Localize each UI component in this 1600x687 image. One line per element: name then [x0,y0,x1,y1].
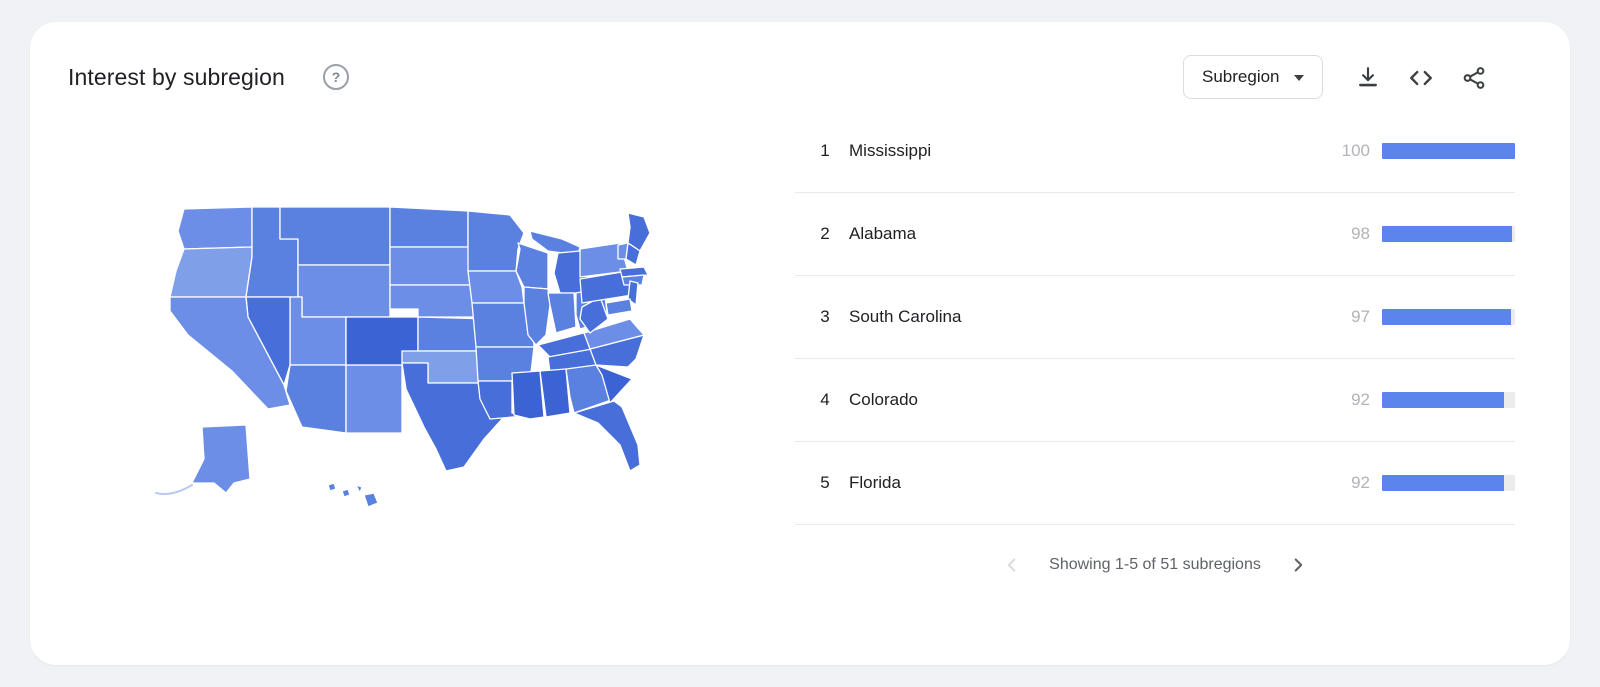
state-NM[interactable] [345,364,403,434]
state-OR[interactable] [169,246,253,298]
chevron-down-icon [1293,75,1304,81]
chevron-right-icon [1294,558,1303,572]
state-AL[interactable] [539,368,571,418]
subregion-dropdown[interactable]: Subregion [1183,55,1323,99]
state-VA[interactable] [583,318,645,350]
state-MD-DE[interactable] [605,298,633,316]
subregion-name: Colorado [849,390,918,409]
subregion-name: Florida [849,473,901,492]
state-IN[interactable] [547,292,577,334]
bar-track [1382,392,1515,408]
rank-label: 1 [820,141,830,160]
state-HI-island[interactable] [363,492,379,508]
subregion-dropdown-label: Subregion [1202,67,1280,86]
rank-label: 5 [820,473,830,492]
rank-label: 2 [820,224,830,243]
state-IL[interactable] [523,286,551,346]
interest-value: 92 [1351,473,1370,492]
state-HI-island[interactable] [341,488,351,498]
interest-value: 100 [1341,141,1370,160]
rank-label: 3 [820,307,830,326]
us-map [150,185,670,515]
state-AK[interactable] [191,424,251,494]
state-HI-island[interactable] [327,482,337,492]
list-item-florida[interactable]: 5 Florida 92 [795,442,1515,525]
subregion-name: Mississippi [849,141,932,160]
state-ND[interactable] [389,206,469,248]
interest-bar [1382,309,1511,325]
state-CA[interactable] [169,296,291,410]
next-page-button[interactable] [1287,554,1309,576]
pagination: Showing 1-5 of 51 subregions [795,540,1515,590]
code-icon [1410,70,1432,86]
rank-label: 4 [820,390,830,409]
state-NE[interactable] [389,284,477,318]
list-item-south-carolina[interactable]: 3 South Carolina 97 [795,276,1515,359]
state-FL[interactable] [573,400,641,472]
state-MS[interactable] [511,370,545,420]
state-AZ[interactable] [285,364,347,434]
interest-value: 97 [1351,307,1370,326]
interest-bar [1382,475,1505,491]
state-MN[interactable] [467,210,525,272]
state-CT-RI[interactable] [621,274,645,286]
list-item-alabama[interactable]: 2 Alabama 98 [795,193,1515,276]
pagination-label: Showing 1-5 of 51 subregions [1049,556,1261,573]
list-item-colorado[interactable]: 4 Colorado 92 [795,359,1515,442]
download-icon [1359,67,1377,87]
embed-button[interactable] [1408,65,1434,91]
interest-by-subregion-card: Interest by subregion ? Subregion [30,22,1570,665]
bar-track [1382,143,1515,159]
interest-bar [1382,392,1505,408]
state-WY[interactable] [297,264,391,318]
interest-value: 98 [1351,224,1370,243]
state-WA[interactable] [177,206,253,250]
interest-value: 92 [1351,390,1370,409]
interest-bar [1382,143,1515,159]
share-icon [1463,67,1485,89]
alaska-hawaii [155,424,379,508]
chevron-left-icon [1007,558,1016,572]
interest-bar [1382,226,1513,242]
share-button[interactable] [1461,65,1487,91]
list-item-mississippi[interactable]: 1 Mississippi 100 [795,110,1515,193]
state-HI-island[interactable] [355,484,363,494]
aleutian-islands [155,484,193,495]
state-NH[interactable] [625,242,641,266]
help-icon[interactable]: ? [323,64,349,90]
prev-page-button[interactable] [1001,554,1023,576]
lower-48-states [169,206,651,472]
bar-track [1382,309,1515,325]
download-button[interactable] [1355,65,1381,91]
subregion-list: 1 Mississippi 100 2 Alabama 98 3 South C… [795,110,1515,525]
subregion-name: Alabama [849,224,917,243]
state-TX[interactable] [401,362,503,472]
bar-track [1382,475,1515,491]
bar-track [1382,226,1515,242]
state-SD[interactable] [389,246,471,286]
subregion-name: South Carolina [849,307,962,326]
page-title: Interest by subregion [68,64,285,90]
state-MA[interactable] [619,266,649,278]
state-IA[interactable] [467,270,525,304]
